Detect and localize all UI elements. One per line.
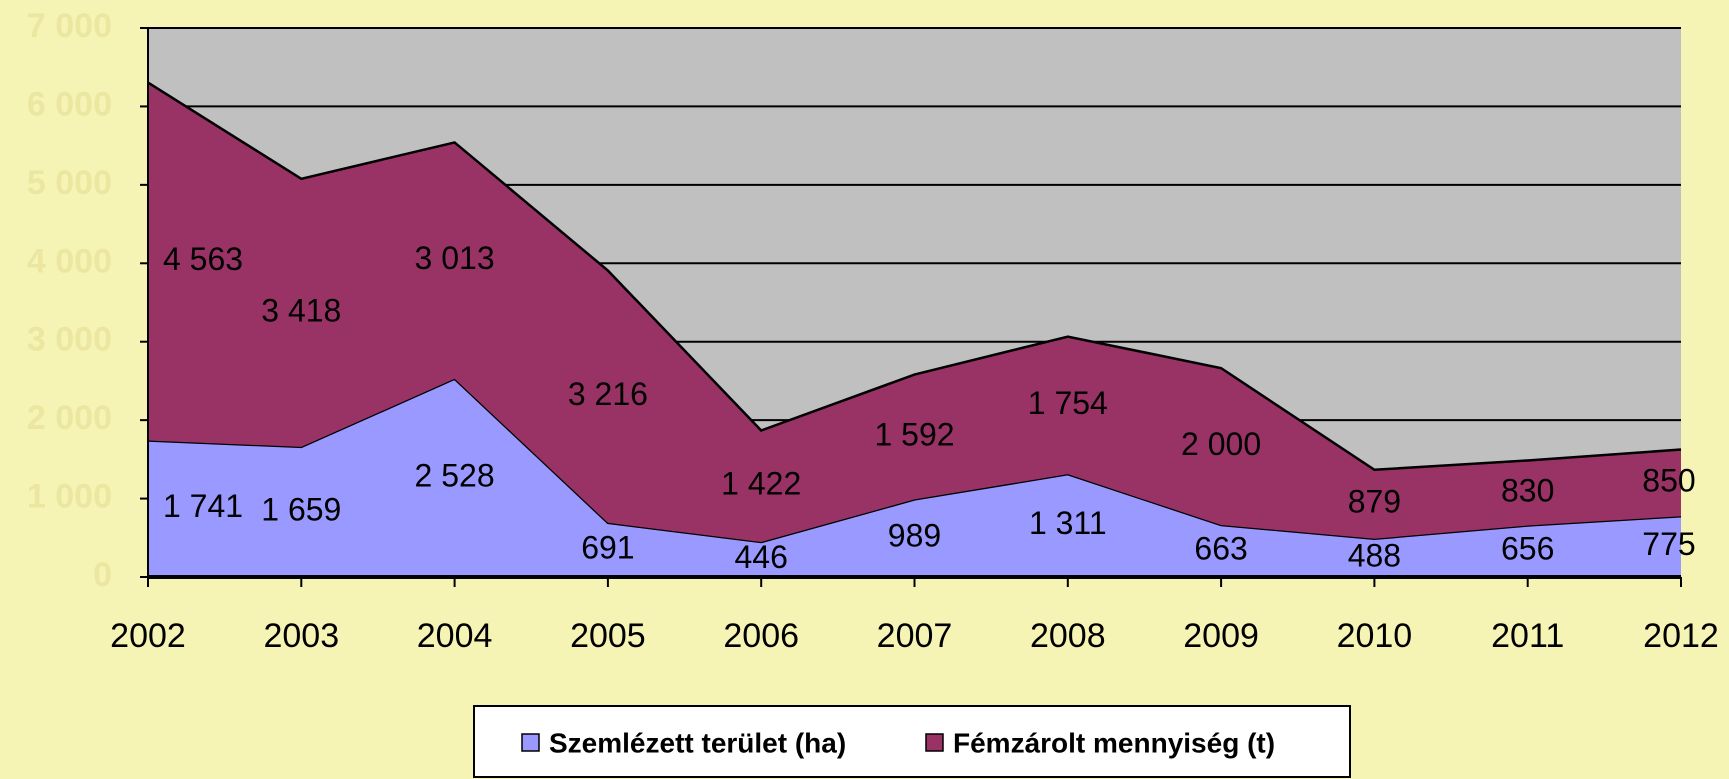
x-tick-label: 2006: [723, 617, 799, 655]
x-tick-label: 2008: [1030, 617, 1106, 655]
data-label: 1 422: [721, 466, 801, 502]
legend-swatch: [926, 734, 943, 751]
data-label: 2 528: [415, 457, 495, 493]
x-tick-label: 2004: [417, 617, 493, 655]
x-tick-label: 2010: [1337, 617, 1413, 655]
x-tick-label: 2003: [263, 617, 339, 655]
data-label: 4 563: [163, 241, 243, 277]
y-tick-label: 1 000: [27, 478, 112, 516]
data-label: 1 659: [261, 491, 341, 527]
data-label: 1 311: [1029, 505, 1107, 541]
data-label: 1 592: [874, 416, 954, 452]
data-label: 663: [1194, 530, 1247, 566]
y-tick-label: 7 000: [27, 7, 112, 45]
data-label: 1 754: [1028, 385, 1108, 421]
x-tick-label: 2009: [1183, 617, 1259, 655]
legend-label: Fémzárolt mennyiség (t): [953, 727, 1275, 758]
data-label: 3 418: [261, 292, 341, 328]
data-label: 446: [735, 539, 788, 575]
legend-label: Szemlézett terület (ha): [549, 727, 846, 758]
chart: 0 1 000 2 000 3 000 4 000 5 000 6 000 7 000 1 74…: [0, 0, 1729, 779]
data-label: 850: [1642, 462, 1695, 498]
data-label: 2 000: [1181, 426, 1261, 462]
data-label: 488: [1348, 537, 1401, 573]
y-tick-label: 0: [93, 556, 112, 594]
y-tick-label: 5 000: [27, 164, 112, 202]
x-tick-label: 2007: [877, 617, 953, 655]
data-label: 656: [1501, 531, 1554, 567]
data-label: 691: [581, 529, 634, 565]
y-tick-label: 4 000: [27, 242, 112, 280]
x-tick-label: 2002: [110, 617, 186, 655]
data-label: 3 216: [568, 376, 648, 412]
data-label: 879: [1348, 484, 1401, 520]
data-label: 989: [888, 518, 941, 554]
y-tick-label: 3 000: [27, 321, 112, 359]
data-label: 1 741: [163, 488, 243, 524]
x-tick-label: 2011: [1491, 617, 1564, 655]
x-tick-label: 2012: [1643, 617, 1719, 655]
x-tick-label: 2005: [570, 617, 646, 655]
data-label: 830: [1501, 472, 1554, 508]
data-label: 3 013: [415, 240, 495, 276]
y-tick-label: 6 000: [27, 85, 112, 123]
y-tick-label: 2 000: [27, 399, 112, 437]
data-label: 775: [1642, 526, 1695, 562]
legend-swatch: [522, 734, 539, 751]
